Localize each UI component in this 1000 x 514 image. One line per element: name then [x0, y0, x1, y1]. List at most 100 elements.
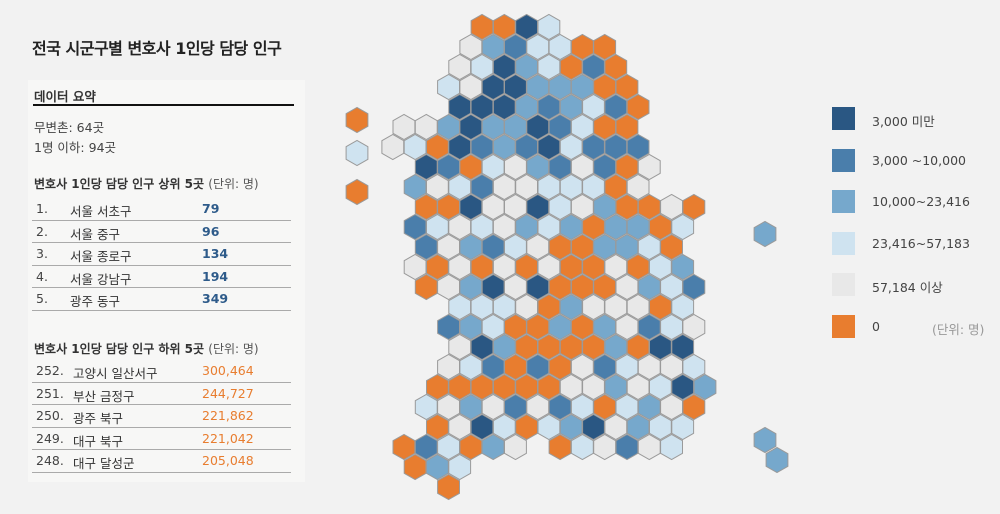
hex-region	[548, 193, 572, 221]
table-row: 3. 서울 종로구 134	[32, 243, 291, 266]
hex-region	[470, 333, 494, 361]
hex-region	[671, 253, 695, 281]
rank: 5.	[36, 291, 48, 306]
hex-region	[537, 93, 561, 121]
hex-region	[481, 233, 505, 261]
region-name: 고양시 일산서구	[73, 366, 158, 381]
hex-region	[626, 213, 650, 241]
value: 96	[202, 223, 220, 239]
hex-region	[481, 73, 505, 101]
hex-region	[693, 373, 717, 401]
rank: 1.	[36, 201, 48, 216]
hex-region	[492, 133, 516, 161]
hex-region	[515, 413, 538, 441]
bottom5-heading: 변호사 1인당 담당 인구 하위 5곳 (단위: 명)	[34, 340, 259, 357]
hex-region	[649, 333, 672, 361]
hex-region	[626, 133, 650, 161]
hex-region	[537, 133, 561, 161]
hex-region	[426, 173, 449, 201]
hex-region	[448, 173, 472, 201]
hex-region	[414, 433, 438, 461]
hex-region	[582, 213, 605, 241]
hex-region	[437, 193, 460, 221]
hex-region	[570, 233, 594, 261]
hex-region	[682, 353, 706, 381]
hex-region	[426, 253, 449, 281]
hex-region	[593, 273, 617, 301]
hex-region	[470, 173, 494, 201]
hex-region	[481, 393, 505, 421]
hex-region	[649, 293, 672, 321]
hex-region	[414, 193, 438, 221]
hex-region	[459, 433, 483, 461]
hex-region	[470, 13, 494, 41]
hex-region	[626, 93, 650, 121]
hex-region	[559, 373, 583, 401]
hex-region	[448, 333, 472, 361]
hex-region	[559, 293, 583, 321]
legend-label: 57,184 이상	[872, 280, 943, 295]
hex-region	[570, 393, 594, 421]
hex-region	[593, 73, 617, 101]
hex-region	[515, 373, 538, 401]
hex-region	[537, 373, 561, 401]
hex-region	[593, 193, 617, 221]
hex-region	[682, 313, 706, 341]
hex-region	[753, 220, 777, 248]
hex-region	[526, 113, 550, 141]
hex-region	[526, 393, 550, 421]
hex-region	[437, 473, 460, 501]
hex-region	[515, 133, 538, 161]
table-row: 251. 부산 금정구 244,727	[32, 383, 291, 405]
hex-region	[392, 433, 416, 461]
hex-region	[526, 33, 550, 61]
hex-region	[515, 253, 538, 281]
hex-region	[526, 233, 550, 261]
hex-region	[345, 139, 369, 167]
hex-region	[481, 313, 505, 341]
hex-region	[492, 293, 516, 321]
legend-swatch	[832, 273, 855, 296]
hex-region	[637, 353, 661, 381]
hex-region	[570, 433, 594, 461]
top5-heading-text: 변호사 1인당 담당 인구 상위 5곳	[34, 177, 205, 191]
hex-region	[765, 446, 789, 474]
hex-region	[459, 233, 483, 261]
hex-region	[559, 333, 583, 361]
summary-heading: 데이터 요약	[34, 89, 96, 104]
hex-region	[481, 433, 505, 461]
hex-region	[492, 173, 516, 201]
hex-region	[593, 433, 617, 461]
rank: 251.	[36, 385, 64, 401]
value: 221,862	[202, 408, 254, 423]
hex-region	[660, 393, 683, 421]
hex-region	[515, 173, 538, 201]
table-row: 248. 대구 달성군 205,048	[32, 450, 291, 473]
legend-swatch	[832, 314, 855, 338]
hex-region	[504, 193, 527, 221]
hex-region	[437, 353, 460, 381]
hex-region	[615, 353, 639, 381]
hex-region	[459, 113, 483, 141]
hex-region	[604, 293, 628, 321]
hex-region	[537, 413, 561, 441]
region-name: 광주 북구	[73, 411, 123, 426]
legend-label: 0	[872, 318, 880, 334]
hex-region	[559, 53, 583, 81]
hex-region	[582, 133, 605, 161]
under-one-count: 1명 이하: 94곳	[34, 140, 117, 155]
value: 79	[202, 201, 220, 216]
hex-region	[671, 333, 695, 361]
hex-region	[593, 153, 617, 181]
hex-region	[426, 133, 449, 161]
hex-region	[437, 153, 460, 181]
hex-region	[615, 193, 639, 221]
hex-region	[626, 373, 650, 401]
hex-region	[345, 178, 369, 206]
hex-region	[559, 93, 583, 121]
table-row: 5. 광주 동구 349	[32, 288, 291, 311]
hex-region	[570, 153, 594, 181]
hex-region	[753, 426, 777, 454]
hex-region	[504, 273, 527, 301]
hex-region	[515, 293, 538, 321]
